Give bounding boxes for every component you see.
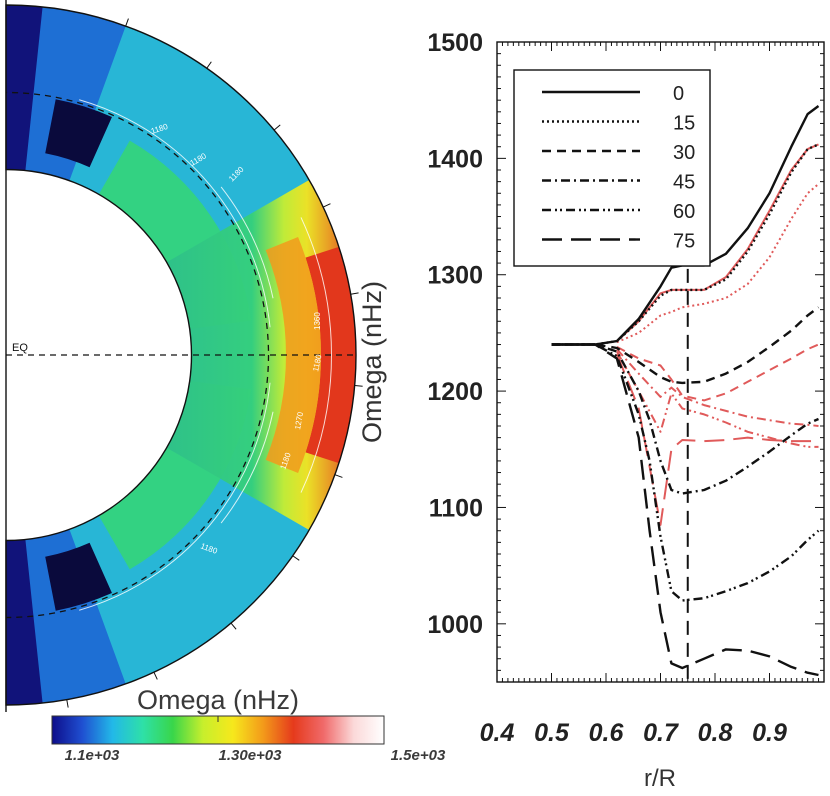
y-axis-ticks (497, 41, 824, 683)
map-contour-line (79, 99, 271, 328)
map-lat-tick (153, 671, 158, 680)
map-contour-label: 1270 (293, 411, 305, 431)
legend-label-0: 0 (673, 83, 684, 105)
colorbar-title: Omega (nHz) (137, 685, 299, 715)
legend-label-60: 60 (673, 201, 695, 223)
y-tick-label: 1500 (427, 29, 483, 57)
omega-profile-chart: 1000 1100 1200 1300 1400 1500 0.4 0.5 0.6 0.7 0.8… (357, 29, 825, 792)
legend-label-75: 75 (673, 231, 695, 253)
map-contour-line (79, 382, 271, 611)
y-tick-label: 1400 (427, 145, 483, 173)
y-axis-label: Omega (nHz) (357, 281, 387, 443)
map-lat-tick (292, 555, 300, 561)
series-line-60 (551, 343, 820, 602)
legend-label-45: 45 (673, 172, 695, 194)
map-contour-line (220, 411, 274, 524)
map-lat-tick (350, 292, 359, 295)
x-tick-label: 0.7 (643, 719, 679, 747)
series-line-75 (551, 343, 819, 677)
annulus-outline (5, 4, 357, 706)
map-midlat-band (12, 5, 356, 705)
y-tick-label: 1100 (429, 494, 483, 522)
series-line-45 (551, 343, 819, 495)
x-axis-ticks (496, 42, 825, 682)
series-lines (551, 105, 820, 677)
map-polar-jet-south (45, 542, 112, 611)
legend-label-30: 30 (673, 142, 695, 164)
map-polar-cap-south (6, 539, 43, 705)
map-lat-tick (230, 622, 237, 630)
map-polar-cap-north (6, 5, 43, 171)
x-tick-label: 0.6 (589, 719, 625, 747)
x-tick-label: 0.9 (752, 719, 787, 747)
map-latitude-ticks (66, 18, 363, 708)
series-line-45-ref (616, 348, 819, 427)
y-axis-tick-labels: 1000 1100 1200 1300 1400 1500 (427, 29, 483, 639)
colorbar-mid-label: 1.30e+03 (219, 747, 283, 764)
map-lat-tick (66, 699, 69, 708)
x-tick-label: 0.5 (534, 719, 570, 747)
map-contour-label: 1180 (311, 353, 323, 372)
y-tick-label: 1000 (427, 611, 483, 639)
map-contour-line (220, 186, 274, 299)
colorbar-min-label: 1.1e+03 (65, 747, 120, 764)
series-line-60-ref (616, 351, 819, 448)
colorbar: Omega (nHz) 1.1e+03 1.30e+03 1.5e+03 (51, 685, 446, 764)
map-lat-tick (322, 203, 331, 208)
equator-label: EQ (12, 342, 28, 354)
colorbar-max-label: 1.5e+03 (391, 747, 446, 764)
legend: 0 15 30 45 60 75 (513, 69, 711, 267)
series-line-15-ref (616, 183, 820, 344)
y-tick-label: 1200 (427, 378, 483, 406)
map-lat-tick (125, 18, 129, 27)
tachocline-circle (6, 91, 270, 619)
legend-label-15: 15 (673, 113, 695, 135)
map-polar-jet-north (45, 99, 112, 168)
map-contour-label: 1360 (313, 312, 322, 330)
map-lat-tick (206, 61, 212, 69)
map-lat-tick (273, 124, 281, 131)
x-axis-label: r/R (644, 765, 676, 792)
x-tick-label: 0.4 (480, 719, 515, 747)
y-tick-label: 1300 (427, 262, 483, 290)
series-line-15 (551, 143, 819, 346)
map-lat-tick (334, 474, 343, 478)
map-contour-line (300, 217, 332, 493)
series-line-30 (551, 306, 820, 385)
x-axis-tick-labels: 0.4 0.5 0.6 0.7 0.8 0.9 (480, 719, 787, 747)
map-lat-tick (354, 385, 363, 387)
legend-box (513, 69, 711, 267)
x-tick-label: 0.8 (698, 719, 733, 747)
